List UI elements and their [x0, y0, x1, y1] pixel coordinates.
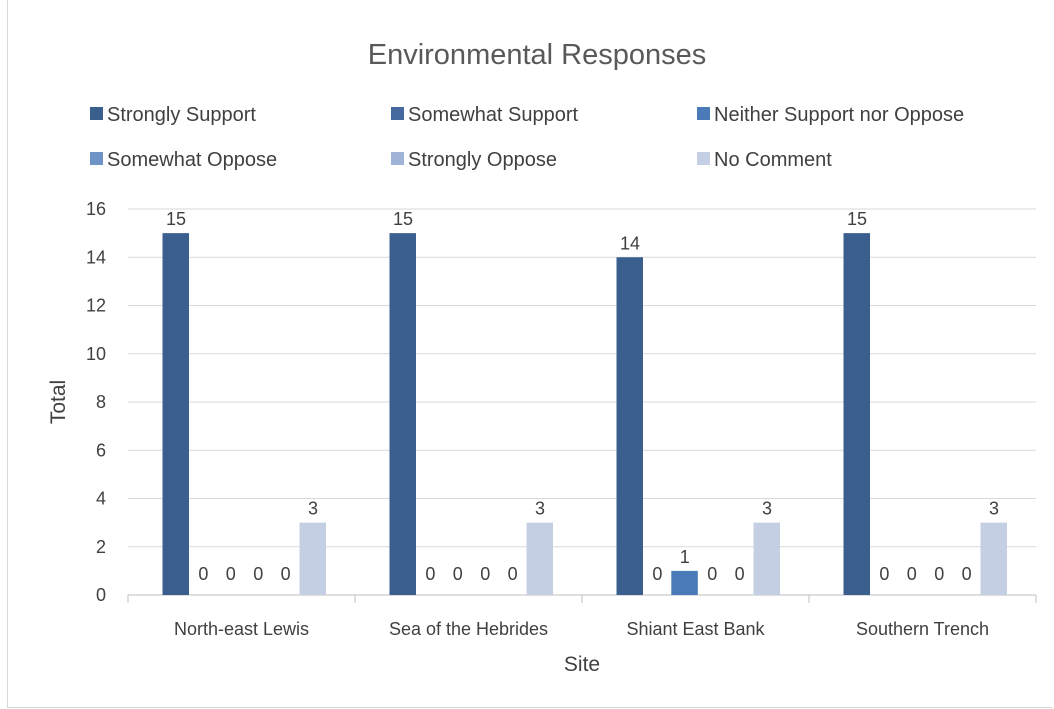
- y-tick-label: 6: [96, 440, 106, 460]
- bar-no-comment-southern-trench: [980, 522, 1007, 595]
- legend-label: Strongly Support: [107, 104, 256, 126]
- x-tick-label: North-east Lewis: [174, 619, 309, 639]
- data-label: 0: [480, 564, 490, 584]
- bar-strongly-support-north-east-lewis: [162, 233, 189, 595]
- legend-swatch: [697, 107, 710, 120]
- data-label: 0: [198, 564, 208, 584]
- data-label: 1: [680, 547, 690, 567]
- x-tick-label: Southern Trench: [856, 619, 989, 639]
- legend-label: Somewhat Support: [408, 104, 579, 126]
- bar-neither-support-nor-oppose-shiant-east-bank: [671, 570, 698, 595]
- data-label: 3: [308, 499, 318, 519]
- data-label: 0: [226, 564, 236, 584]
- data-label: 0: [281, 564, 291, 584]
- data-label: 0: [453, 564, 463, 584]
- y-tick-label: 0: [96, 585, 106, 605]
- legend-item-neither-support-nor-oppose: Neither Support nor Oppose: [697, 104, 964, 126]
- legend-swatch: [391, 152, 404, 165]
- data-label: 0: [735, 564, 745, 584]
- y-tick-label: 2: [96, 537, 106, 557]
- y-tick-label: 8: [96, 392, 106, 412]
- y-tick-label: 14: [86, 247, 106, 267]
- bar-no-comment-shiant-east-bank: [753, 522, 780, 595]
- data-label: 15: [847, 209, 867, 229]
- x-tick-label: Sea of the Hebrides: [389, 619, 548, 639]
- legend-swatch: [391, 107, 404, 120]
- y-axis: 0 2 4 6 8 10 12 14 16: [86, 199, 106, 605]
- legend-item-no-comment: No Comment: [697, 149, 832, 171]
- legend-item-somewhat-oppose: Somewhat Oppose: [90, 149, 277, 171]
- y-axis-label: Total: [47, 380, 70, 424]
- legend-label: No Comment: [714, 149, 832, 171]
- data-label: 15: [166, 209, 186, 229]
- chart-frame: [7, 0, 1053, 708]
- legend-item-somewhat-support: Somewhat Support: [391, 104, 579, 126]
- data-label: 0: [707, 564, 717, 584]
- data-label: 14: [620, 233, 640, 253]
- legend-swatch: [90, 107, 103, 120]
- legend-item-strongly-support: Strongly Support: [90, 104, 256, 126]
- legend: Strongly Support Somewhat Support Neither …: [90, 104, 964, 171]
- legend-item-strongly-oppose: Strongly Oppose: [391, 149, 557, 171]
- y-tick-label: 4: [96, 489, 106, 509]
- data-label: 3: [989, 499, 999, 519]
- bar-strongly-support-shiant-east-bank: [616, 257, 643, 595]
- data-label: 0: [907, 564, 917, 584]
- legend-swatch: [697, 152, 710, 165]
- data-label: 0: [253, 564, 263, 584]
- chart-title: Environmental Responses: [368, 39, 707, 71]
- gridlines: [128, 208, 1036, 596]
- legend-label: Neither Support nor Oppose: [714, 104, 964, 126]
- y-tick-label: 10: [86, 344, 106, 364]
- data-label: 15: [393, 209, 413, 229]
- bar-no-comment-sea-of-the-hebrides: [526, 522, 553, 595]
- bar-strongly-support-sea-of-the-hebrides: [389, 233, 416, 595]
- bars: [162, 233, 1007, 595]
- legend-label: Strongly Oppose: [408, 149, 557, 171]
- data-label: 0: [962, 564, 972, 584]
- data-label: 0: [652, 564, 662, 584]
- y-tick-label: 16: [86, 199, 106, 219]
- bar-strongly-support-southern-trench: [843, 233, 870, 595]
- data-label: 0: [508, 564, 518, 584]
- x-axis-label: Site: [564, 653, 600, 676]
- data-label: 3: [762, 499, 772, 519]
- data-label: 3: [535, 499, 545, 519]
- data-label: 0: [879, 564, 889, 584]
- y-tick-label: 12: [86, 296, 106, 316]
- legend-swatch: [90, 152, 103, 165]
- bar-no-comment-north-east-lewis: [299, 522, 326, 595]
- x-axis: North-east Lewis Sea of the Hebrides Shian…: [127, 595, 1037, 639]
- data-label: 0: [934, 564, 944, 584]
- data-label: 0: [425, 564, 435, 584]
- x-tick-label: Shiant East Bank: [626, 619, 765, 639]
- legend-label: Somewhat Oppose: [107, 149, 277, 171]
